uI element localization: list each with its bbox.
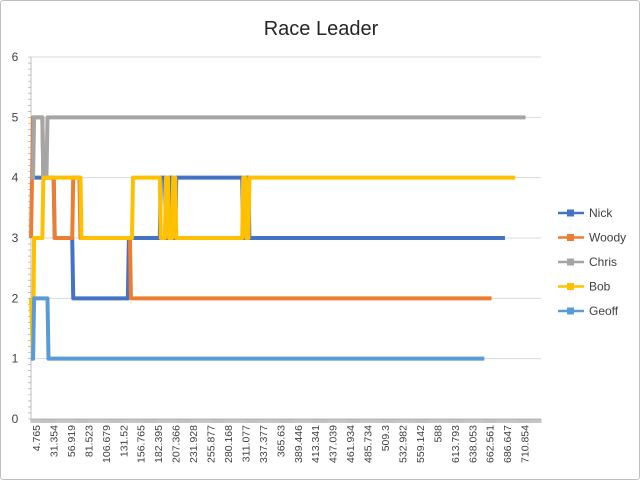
x-tick-label: 156.765 xyxy=(136,425,148,463)
x-tick-label: 613.793 xyxy=(450,425,462,463)
y-tick-label: 2 xyxy=(12,291,19,305)
series-line-woody xyxy=(29,115,492,301)
x-tick-label: 280.168 xyxy=(223,425,235,463)
x-tick-label: 413.341 xyxy=(310,425,322,463)
x-tick-label: 509.3 xyxy=(380,425,392,451)
legend-marker-chris xyxy=(567,258,574,266)
series-line-bob xyxy=(29,175,516,361)
y-axis-ticks xyxy=(28,56,31,420)
legend-label-chris: Chris xyxy=(589,255,617,269)
x-tick-label: 638.053 xyxy=(467,425,479,463)
legend-marker-nick xyxy=(567,209,574,217)
y-tick-label: 1 xyxy=(12,352,19,366)
x-tick-label: 686.647 xyxy=(502,425,514,463)
series-line-geoff xyxy=(31,296,485,361)
x-tick-label: 588 xyxy=(432,425,444,443)
legend-label-nick: Nick xyxy=(589,206,613,220)
legend-marker-bob xyxy=(567,283,574,290)
x-tick-label: 81.523 xyxy=(83,425,95,457)
y-tick-label: 4 xyxy=(12,171,19,185)
x-tick-label: 365.63 xyxy=(275,425,287,457)
x-tick-label: 461.934 xyxy=(345,425,357,463)
x-tick-label: 437.039 xyxy=(328,425,340,463)
series-lines xyxy=(29,115,526,361)
x-tick-label: 389.446 xyxy=(293,425,305,463)
x-tick-label: 485.734 xyxy=(363,425,375,463)
legend-marker-woody xyxy=(567,234,574,241)
y-tick-label: 6 xyxy=(12,50,19,64)
x-tick-label: 31.354 xyxy=(48,425,60,457)
x-tick-label: 4.765 xyxy=(31,425,43,451)
legend-label-woody: Woody xyxy=(589,231,626,245)
x-tick-label: 56.919 xyxy=(66,425,78,457)
x-tick-label: 559.142 xyxy=(415,425,427,463)
y-tick-label: 5 xyxy=(12,110,19,124)
x-tick-label: 255.877 xyxy=(206,425,218,463)
x-tick-label: 182.395 xyxy=(153,425,165,463)
legend-marker-geoff xyxy=(567,307,574,315)
legend-label-geoff: Geoff xyxy=(589,304,619,318)
x-tick-label: 311.077 xyxy=(240,425,252,462)
x-tick-label: 532.982 xyxy=(397,425,409,463)
axes: 0 1 2 3 4 5 6 4.765 31.354 56.919 81.523 106.679 131… xyxy=(12,50,542,463)
series-line-chris xyxy=(31,115,526,180)
x-tick-label: 106.679 xyxy=(101,425,113,463)
x-tick-label: 662.561 xyxy=(485,425,497,463)
x-tick-label: 131.52 xyxy=(118,425,130,457)
chart-title: Race Leader xyxy=(264,18,379,40)
legend-label-bob: Bob xyxy=(589,280,611,294)
x-tick-label: 710.854 xyxy=(520,425,532,463)
y-tick-label: 0 xyxy=(12,412,19,426)
x-axis-ticks xyxy=(30,419,542,423)
legend: Nick Woody Chris Bob Geoff xyxy=(558,206,626,318)
y-tick-label: 3 xyxy=(12,231,19,245)
x-tick-label: 231.928 xyxy=(188,425,200,463)
x-tick-label: 337.377 xyxy=(258,425,270,463)
x-tick-label: 207.366 xyxy=(171,425,183,463)
